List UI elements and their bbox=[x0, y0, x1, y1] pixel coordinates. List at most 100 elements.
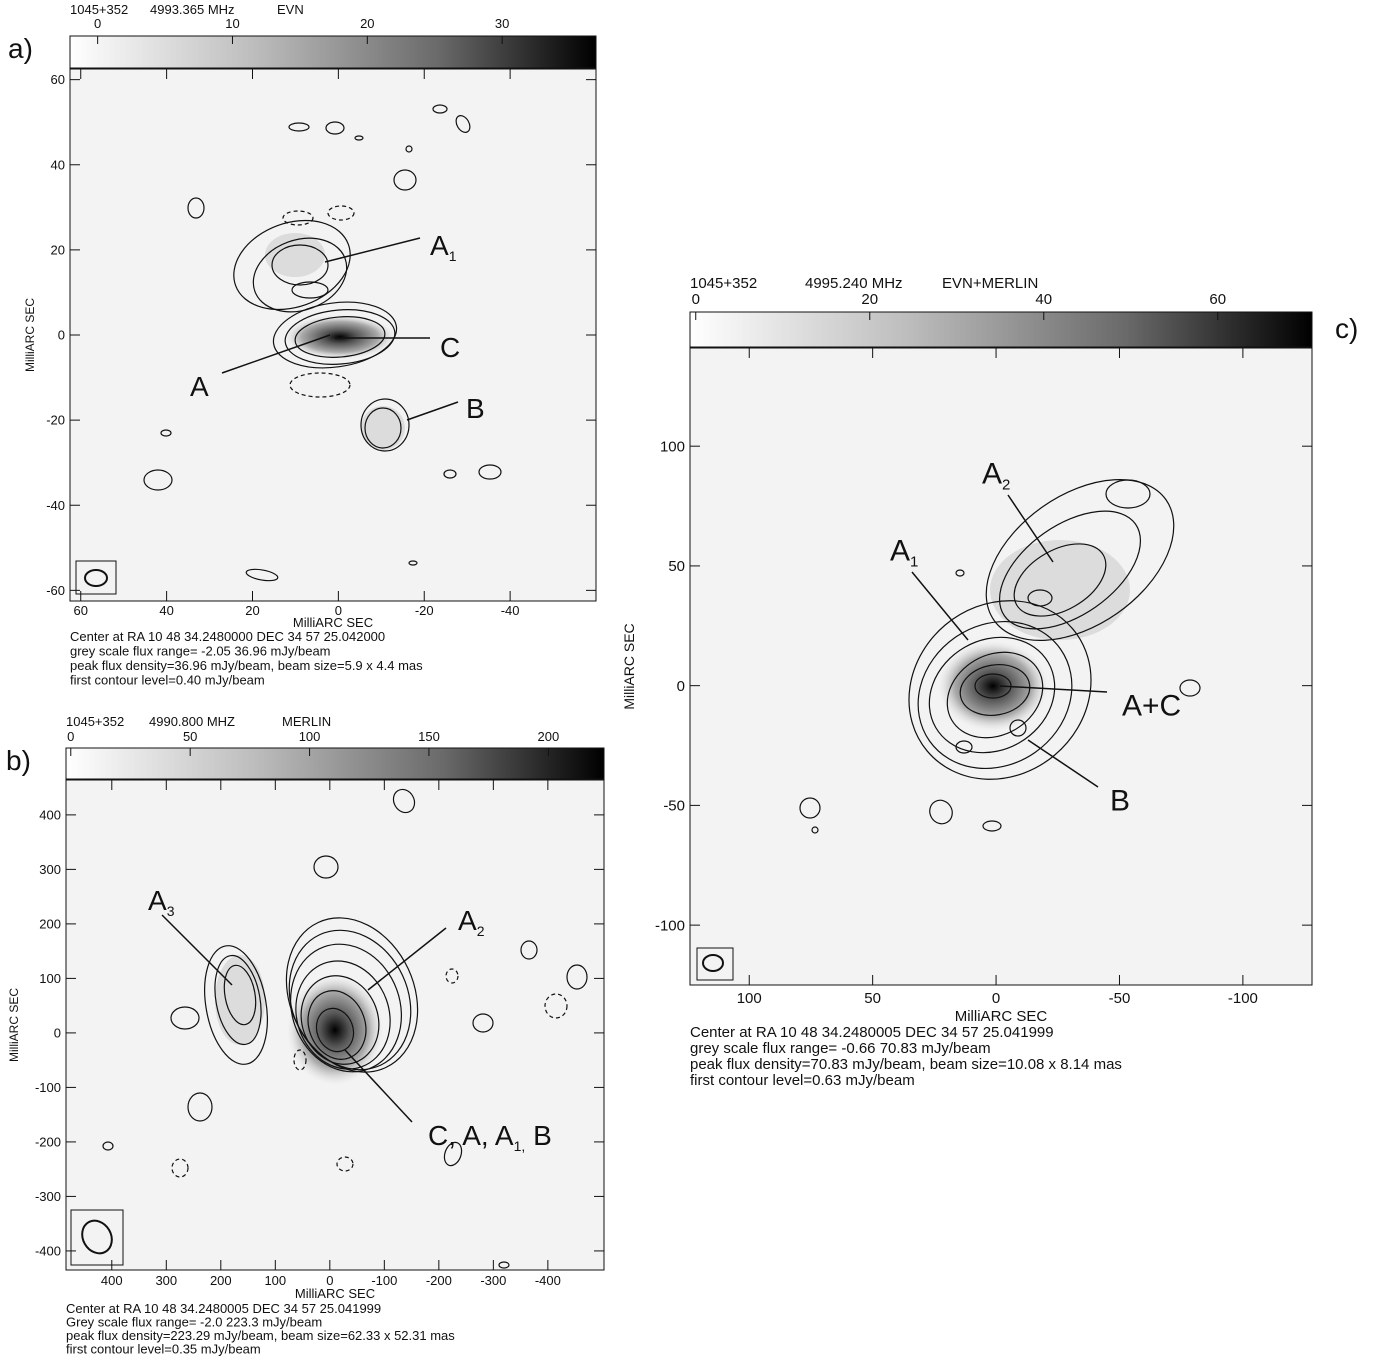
contour bbox=[187, 1092, 213, 1122]
contour bbox=[364, 407, 402, 449]
annotation-subscript: 2 bbox=[1002, 477, 1010, 494]
y-tick-label: 100 bbox=[39, 971, 61, 986]
annotation-subscript: 2 bbox=[477, 923, 485, 939]
map-note: grey scale flux range= -0.66 70.83 mJy/b… bbox=[690, 1040, 991, 1057]
contour bbox=[291, 281, 329, 299]
contour bbox=[214, 954, 262, 1046]
emission-core bbox=[287, 975, 383, 1085]
colorbar bbox=[65, 747, 605, 780]
x-tick-label: 300 bbox=[155, 1273, 177, 1288]
map-note: grey scale flux range= -2.05 36.96 mJy/b… bbox=[70, 644, 331, 659]
colorbar-tick-label: 50 bbox=[183, 729, 197, 744]
emission-core bbox=[938, 641, 1048, 731]
contour bbox=[929, 799, 953, 825]
y-tick-label: -100 bbox=[655, 917, 685, 934]
emission-core bbox=[285, 315, 395, 359]
y-tick-label: 400 bbox=[39, 807, 61, 822]
contour bbox=[955, 569, 965, 577]
contour bbox=[252, 237, 348, 313]
annotation-subscript: 3 bbox=[167, 903, 175, 919]
x-tick-label: -100 bbox=[371, 1273, 397, 1288]
y-tick-label: 60 bbox=[51, 72, 65, 87]
annotation-pointer bbox=[1027, 739, 1099, 788]
y-tick-label: 40 bbox=[51, 157, 65, 172]
colorbar-tick-label: 200 bbox=[538, 729, 560, 744]
contour bbox=[160, 429, 172, 437]
annotation-text: C bbox=[440, 332, 460, 363]
colorbar-tick-label: 0 bbox=[692, 291, 700, 308]
y-tick-label: -400 bbox=[35, 1243, 61, 1258]
annotation-subscript: 1, bbox=[514, 1138, 526, 1154]
map-header: 1045+352 bbox=[690, 275, 757, 292]
y-tick-label: -200 bbox=[35, 1134, 61, 1149]
colorbar-tick-label: 0 bbox=[94, 16, 101, 31]
map-frame bbox=[689, 347, 1313, 986]
y-tick-label: 0 bbox=[58, 328, 65, 343]
x-tick-label: -200 bbox=[426, 1273, 452, 1288]
map-note: first contour level=0.35 mJy/beam bbox=[66, 1342, 261, 1357]
contour bbox=[982, 820, 1002, 832]
annotation: B bbox=[1110, 785, 1130, 818]
annotation: A2 bbox=[458, 905, 485, 939]
x-tick-label: -20 bbox=[415, 603, 434, 618]
annotation: A bbox=[190, 371, 209, 402]
map-header: 1045+352 bbox=[70, 2, 128, 17]
contour bbox=[223, 964, 257, 1026]
beam bbox=[81, 1219, 113, 1255]
colorbar-tick-label: 20 bbox=[861, 291, 878, 308]
x-tick-label: 0 bbox=[335, 603, 342, 618]
annotation: A2 bbox=[982, 458, 1010, 494]
y-axis-label: MilliARC SEC bbox=[23, 298, 37, 372]
annotation-subscript: 1 bbox=[910, 554, 918, 571]
colorbar-tick-label: 10 bbox=[225, 16, 239, 31]
contour bbox=[917, 620, 1073, 770]
beam-box bbox=[75, 560, 117, 595]
annotation-pointer bbox=[221, 334, 331, 374]
contour bbox=[284, 309, 396, 365]
annotation-text: A bbox=[458, 905, 477, 936]
contour bbox=[272, 301, 398, 369]
colorbar bbox=[689, 311, 1313, 348]
y-tick-label: -100 bbox=[35, 1080, 61, 1095]
contour bbox=[959, 664, 1031, 716]
map-note: Grey scale flux range= -2.0 223.3 mJy/be… bbox=[66, 1315, 322, 1330]
y-tick-label: 0 bbox=[54, 1025, 61, 1040]
annotation-pointer bbox=[161, 914, 233, 986]
x-tick-label: -40 bbox=[501, 603, 520, 618]
y-tick-label: -50 bbox=[663, 798, 685, 815]
contour bbox=[271, 244, 329, 286]
contour bbox=[478, 464, 502, 480]
colorbar-tick-label: 30 bbox=[495, 16, 509, 31]
negative-contour bbox=[289, 372, 351, 398]
x-tick-label: 0 bbox=[992, 990, 1000, 1007]
contour bbox=[307, 990, 367, 1060]
x-tick-label: -100 bbox=[1228, 990, 1258, 1007]
annotation-text: A bbox=[148, 885, 167, 916]
y-axis-label: MilliARC SEC bbox=[621, 623, 637, 709]
y-tick-label: -60 bbox=[46, 583, 65, 598]
contour bbox=[472, 1013, 494, 1033]
annotation-text: B bbox=[466, 393, 485, 424]
contour bbox=[285, 917, 419, 1073]
annotation: A+C bbox=[1122, 690, 1181, 723]
x-tick-label: 50 bbox=[864, 990, 881, 1007]
annotation-subscript: 1 bbox=[449, 248, 457, 264]
emission bbox=[361, 406, 405, 450]
contour bbox=[985, 479, 1175, 641]
contour bbox=[443, 469, 457, 479]
colorbar-tick-label: 20 bbox=[360, 16, 374, 31]
contour bbox=[102, 1141, 114, 1151]
contour bbox=[408, 560, 418, 566]
map-note: Center at RA 10 48 34.2480005 DEC 34 57 … bbox=[66, 1301, 381, 1316]
annotation-pointer bbox=[367, 927, 447, 991]
contour bbox=[315, 1007, 355, 1053]
negative-contour bbox=[327, 205, 355, 221]
contour bbox=[520, 940, 538, 960]
beam bbox=[84, 569, 108, 587]
contour bbox=[143, 469, 173, 491]
x-tick-label: 200 bbox=[210, 1273, 232, 1288]
contour bbox=[187, 197, 205, 219]
